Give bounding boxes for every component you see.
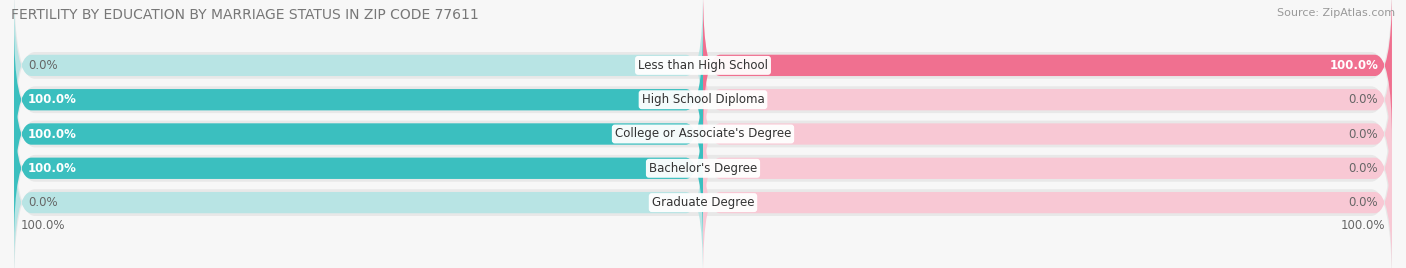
FancyBboxPatch shape (14, 79, 1392, 258)
FancyBboxPatch shape (14, 44, 1392, 224)
FancyBboxPatch shape (703, 0, 1392, 140)
FancyBboxPatch shape (14, 0, 1392, 155)
Text: High School Diploma: High School Diploma (641, 93, 765, 106)
Text: 0.0%: 0.0% (1348, 128, 1378, 140)
Text: College or Associate's Degree: College or Associate's Degree (614, 128, 792, 140)
FancyBboxPatch shape (14, 59, 703, 209)
Text: Bachelor's Degree: Bachelor's Degree (650, 162, 756, 175)
FancyBboxPatch shape (14, 93, 703, 243)
Text: 100.0%: 100.0% (21, 219, 66, 232)
Text: 100.0%: 100.0% (28, 162, 77, 175)
Text: 0.0%: 0.0% (28, 196, 58, 209)
Text: 0.0%: 0.0% (1348, 196, 1378, 209)
FancyBboxPatch shape (14, 25, 703, 175)
Text: 100.0%: 100.0% (28, 128, 77, 140)
FancyBboxPatch shape (14, 25, 703, 175)
Text: 100.0%: 100.0% (1340, 219, 1385, 232)
Text: Source: ZipAtlas.com: Source: ZipAtlas.com (1277, 8, 1395, 18)
FancyBboxPatch shape (703, 93, 1392, 243)
Text: 0.0%: 0.0% (1348, 93, 1378, 106)
FancyBboxPatch shape (14, 10, 1392, 189)
Text: FERTILITY BY EDUCATION BY MARRIAGE STATUS IN ZIP CODE 77611: FERTILITY BY EDUCATION BY MARRIAGE STATU… (11, 8, 479, 22)
Text: 100.0%: 100.0% (1329, 59, 1378, 72)
Text: 0.0%: 0.0% (28, 59, 58, 72)
Text: Less than High School: Less than High School (638, 59, 768, 72)
FancyBboxPatch shape (14, 59, 703, 209)
FancyBboxPatch shape (703, 128, 1392, 268)
FancyBboxPatch shape (703, 0, 1392, 140)
Text: 0.0%: 0.0% (1348, 162, 1378, 175)
FancyBboxPatch shape (703, 25, 1392, 175)
Text: Graduate Degree: Graduate Degree (652, 196, 754, 209)
FancyBboxPatch shape (14, 93, 703, 243)
Text: 100.0%: 100.0% (28, 93, 77, 106)
FancyBboxPatch shape (703, 59, 1392, 209)
FancyBboxPatch shape (14, 113, 1392, 268)
FancyBboxPatch shape (14, 0, 703, 140)
FancyBboxPatch shape (14, 128, 703, 268)
